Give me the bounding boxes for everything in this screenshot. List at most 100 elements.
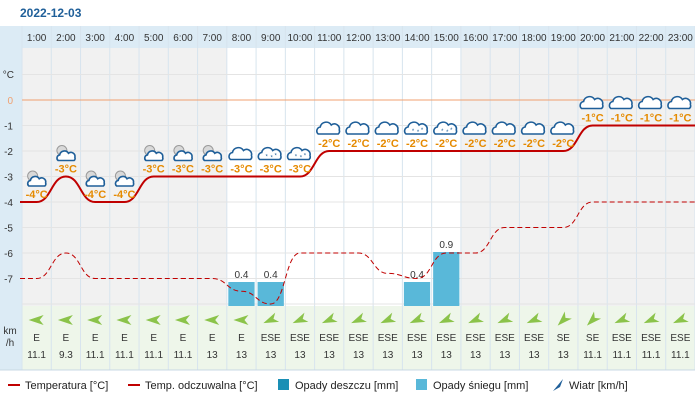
hour-label: 21:00 <box>609 33 634 44</box>
snow-bar-label: 0.9 <box>439 240 453 251</box>
cloud-shape <box>85 175 106 187</box>
temperature-label: -1°C <box>669 113 691 125</box>
temperature-label: -2°C <box>552 138 574 150</box>
cloud-shape <box>257 146 282 161</box>
wind-speed: 11.1 <box>671 350 690 361</box>
temperature-labels: -4°C -3°C -4°C -4°C -3°C -3°C -3°C -3°C -3°C -3°C… <box>26 113 692 202</box>
wind-speed: 11.1 <box>174 350 193 361</box>
wind-speed: 13 <box>441 350 453 361</box>
legend-label: Opady śniegu [mm] <box>433 380 528 392</box>
sun-cloud-icon <box>85 170 106 187</box>
snowflake: * <box>441 129 444 135</box>
left-axis-band <box>0 26 22 370</box>
wind-arrow-icon <box>643 312 660 324</box>
wind-direction: ESE <box>495 333 515 344</box>
y-tick-label: -7 <box>4 275 13 286</box>
snowflake: * <box>275 154 278 160</box>
cloud-shape <box>579 95 604 110</box>
snow-bar-label: 0.4 <box>410 270 424 281</box>
wind-speed: 13 <box>207 350 219 361</box>
snowflake: * <box>450 128 453 134</box>
cloud-icon <box>520 121 546 135</box>
wind-arrow-icon <box>526 312 543 324</box>
wind-direction: ESE <box>436 333 456 344</box>
cloud-icon <box>550 121 575 135</box>
temperature-label: -2°C <box>494 138 516 150</box>
wind-arrow-icon <box>438 312 455 324</box>
hour-label: 19:00 <box>551 33 576 44</box>
wind-arrow-icon <box>145 315 161 325</box>
wind-arrow-icon <box>57 315 73 325</box>
temperature-line <box>19 124 695 203</box>
hour-label: 15:00 <box>434 33 459 44</box>
legend-label: Opady deszczu [mm] <box>295 380 398 392</box>
temperature-label: -3°C <box>143 164 165 176</box>
cloud-shape <box>491 121 516 135</box>
wind-speed: 11.1 <box>144 350 163 361</box>
wind-row: E 11.1 E 9.3 E 11.1 E 11.1 E 11.1 E 11.1 E 13 E 13 ESE 13… <box>27 311 691 361</box>
hour-label: 2:00 <box>56 33 76 44</box>
y-tick-label: 0 <box>7 96 13 107</box>
wind-arrow-icon <box>497 312 514 324</box>
snow-cloud-icon: * * * <box>257 146 282 162</box>
wind-arrow-icon <box>468 312 484 324</box>
hour-label: 14:00 <box>405 33 430 44</box>
wind-speed: 13 <box>499 350 511 361</box>
wind-unit-h: /h <box>6 338 14 349</box>
wind-speed: 13 <box>558 350 570 361</box>
wind-speed: 11.1 <box>642 350 661 361</box>
hour-label: 7:00 <box>202 33 222 44</box>
snow-bar <box>403 282 431 306</box>
cloud-shape <box>637 95 663 110</box>
wind-arrow-icon <box>557 311 572 326</box>
hour-label: 16:00 <box>463 33 488 44</box>
hour-label: 13:00 <box>375 33 400 44</box>
wind-speed: 13 <box>353 350 365 361</box>
temperature-label: -4°C <box>84 189 106 201</box>
y-tick-label: -5 <box>4 224 13 235</box>
temperature-label: -1°C <box>611 113 633 125</box>
legend-label: Temperatura [°C] <box>25 380 108 392</box>
cloud-shape <box>608 95 633 110</box>
wind-speed: 13 <box>411 350 423 361</box>
cloud-icon <box>462 121 487 135</box>
temperature-label: -2°C <box>377 138 399 150</box>
snow-bar <box>228 282 255 306</box>
cloud-shape <box>316 121 341 135</box>
temperature-label: -3°C <box>260 164 282 176</box>
legend: Temperatura [°C] Temp. odczuwalna [°C] Opa… <box>8 379 628 392</box>
legend-snow-swatch <box>416 379 427 390</box>
wind-arrow-icon <box>204 315 220 325</box>
wind-direction: SE <box>586 333 600 344</box>
sun-cloud-icon <box>114 170 135 187</box>
wind-direction: E <box>150 333 157 344</box>
wind-arrow-icon <box>673 312 689 324</box>
wind-speed: 11.1 <box>86 350 105 361</box>
y-axis-ticks: °C 0 -1 -2 -3 -4 -5 -6 -7 <box>3 70 14 286</box>
cloud-shape <box>143 150 164 162</box>
hour-label: 10:00 <box>287 33 312 44</box>
legend-label: Wiatr [km/h] <box>569 380 628 392</box>
temperature-label: -4°C <box>113 189 135 201</box>
wind-direction: ESE <box>670 333 690 344</box>
cloud-icon <box>345 121 370 135</box>
cloud-shape <box>56 150 76 162</box>
wind-arrow-icon <box>586 311 602 326</box>
hour-label: 12:00 <box>346 33 371 44</box>
wind-speed: 11.1 <box>27 350 46 361</box>
y-tick-label: -2 <box>4 147 13 158</box>
wind-speed: 11.1 <box>115 350 134 361</box>
precip-bars: 0.4 0.4 0.4 0.9 <box>228 240 460 306</box>
snowflake: * <box>266 155 269 161</box>
snowflake: * <box>304 154 307 160</box>
y-tick-label: -4 <box>4 198 13 209</box>
hour-label: 23:00 <box>668 33 693 44</box>
legend-wind-arrow-icon <box>553 379 563 391</box>
temperature-label: -3°C <box>55 164 77 176</box>
legend-rain-swatch <box>278 379 289 390</box>
hour-label: 4:00 <box>115 33 135 44</box>
hour-axis-band <box>22 26 695 48</box>
cloud-shape <box>26 175 47 187</box>
hour-label: 18:00 <box>522 33 547 44</box>
wind-speed: 13 <box>470 350 482 361</box>
